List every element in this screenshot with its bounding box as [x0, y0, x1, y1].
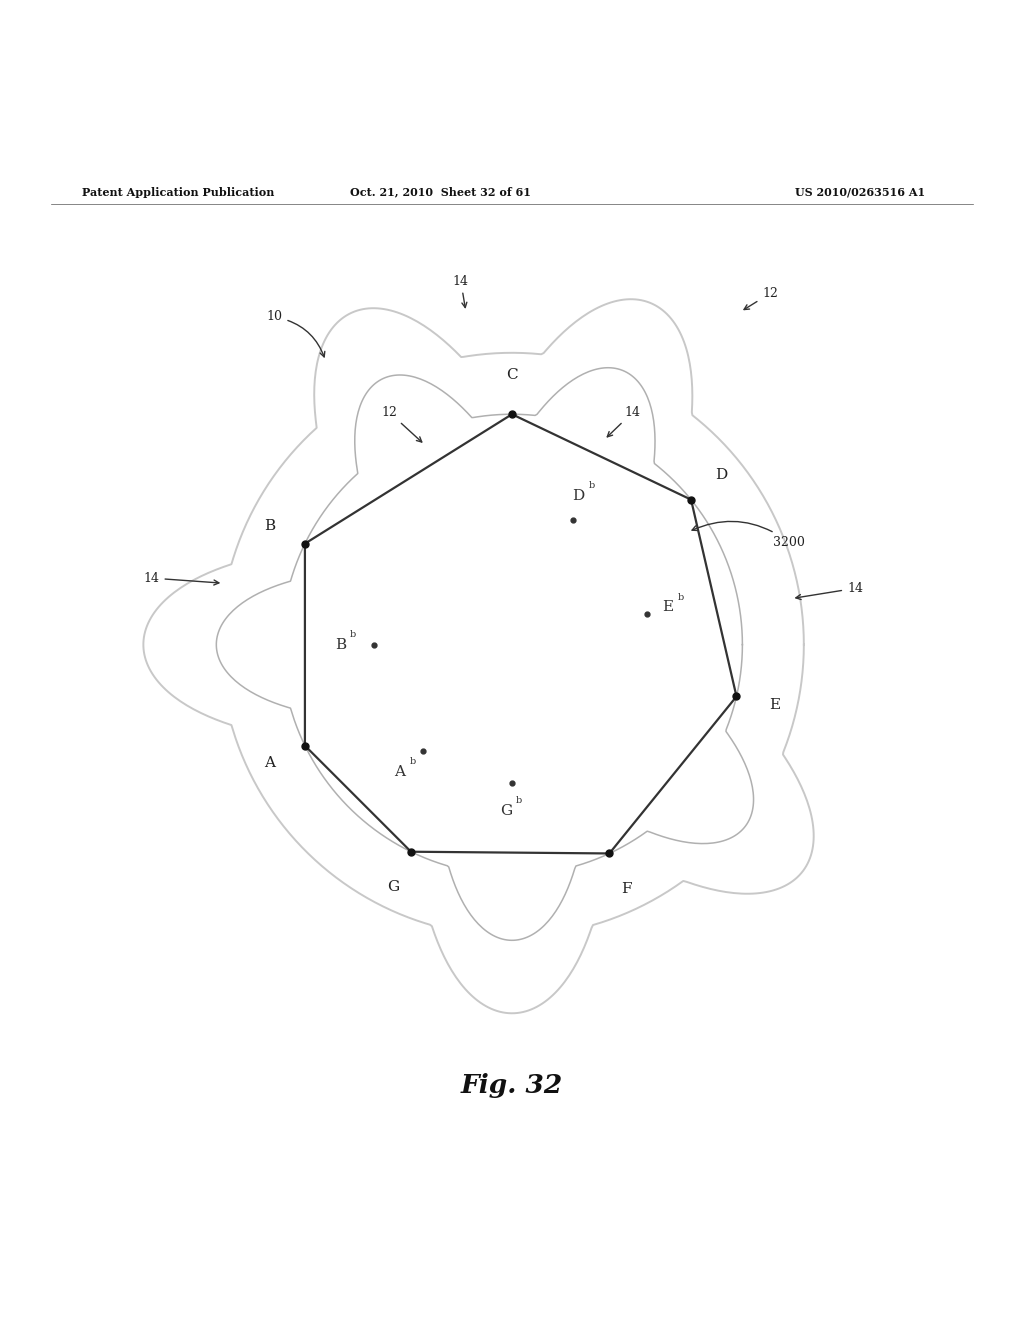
- Text: B: B: [335, 638, 346, 652]
- Text: 14: 14: [453, 275, 469, 308]
- Text: 12: 12: [381, 405, 422, 442]
- Text: 10: 10: [266, 310, 325, 356]
- Text: Oct. 21, 2010  Sheet 32 of 61: Oct. 21, 2010 Sheet 32 of 61: [350, 186, 530, 198]
- Text: E: E: [769, 698, 780, 713]
- Text: A: A: [394, 764, 406, 779]
- Text: 14: 14: [796, 582, 863, 599]
- Text: B: B: [264, 519, 275, 533]
- Text: F: F: [621, 882, 631, 896]
- Text: b: b: [678, 593, 684, 602]
- Text: 3200: 3200: [692, 521, 805, 549]
- Text: b: b: [589, 480, 595, 490]
- Text: 14: 14: [607, 405, 641, 437]
- Text: G: G: [500, 804, 512, 817]
- Text: A: A: [264, 756, 275, 770]
- Text: b: b: [350, 630, 356, 639]
- Text: Patent Application Publication: Patent Application Publication: [82, 186, 274, 198]
- Text: Fig. 32: Fig. 32: [461, 1073, 563, 1098]
- Text: b: b: [410, 756, 416, 766]
- Text: 12: 12: [744, 286, 778, 310]
- Text: D: D: [572, 488, 585, 503]
- Text: E: E: [663, 601, 674, 614]
- Text: D: D: [716, 467, 728, 482]
- Text: US 2010/0263516 A1: US 2010/0263516 A1: [795, 186, 926, 198]
- Text: C: C: [506, 368, 518, 381]
- Text: G: G: [388, 880, 399, 894]
- Text: b: b: [516, 796, 522, 805]
- Text: 14: 14: [143, 572, 219, 585]
